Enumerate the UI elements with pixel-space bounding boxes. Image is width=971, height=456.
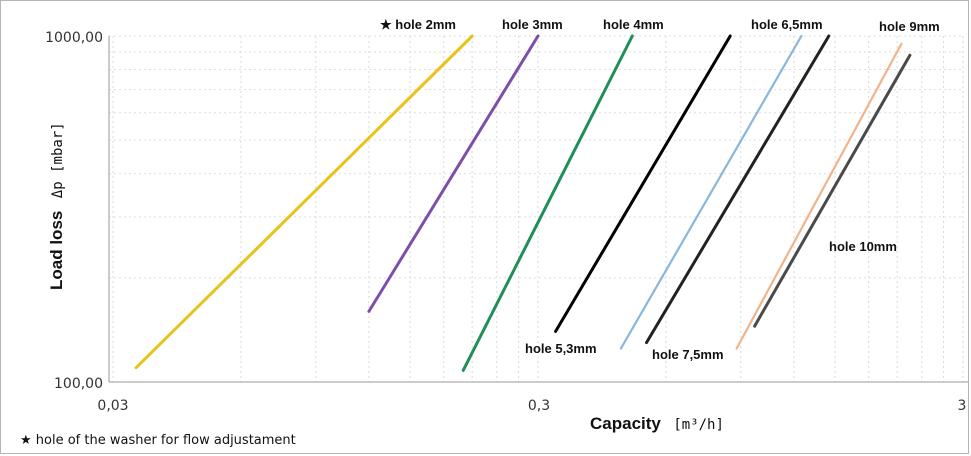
series-label-hole-4mm: hole 4mm [603, 17, 664, 32]
series-label-hole-10mm: hole 10mm [829, 239, 897, 254]
x-axis-title: Capacity [m³/h] [590, 414, 724, 433]
series-label-hole-9mm: hole 9mm [879, 19, 940, 34]
x-axis-unit: [m³/h] [673, 417, 724, 433]
series-label-hole-6-5mm: hole 6,5mm [751, 17, 823, 32]
footnote: ★ hole of the washer for flow adjustamen… [20, 433, 296, 448]
series-label-hole-7-5mm: hole 7,5mm [652, 347, 724, 362]
series-lines [134, 34, 912, 372]
series-line-7 [753, 53, 912, 328]
series-line-2 [461, 34, 634, 372]
series-line-5 [645, 34, 831, 345]
grid [109, 35, 964, 383]
y-axis-label: Load loss [47, 211, 66, 290]
series-line-3 [554, 34, 732, 333]
series-line-6 [735, 42, 903, 350]
series-line-1 [367, 34, 540, 313]
series-label-hole-5-3mm: hole 5,3mm [525, 341, 597, 356]
series-label-hole-2mm: ★ hole 2mm [380, 17, 456, 32]
series-line-0 [134, 34, 474, 370]
x-tick-label-0: 0,03 [97, 398, 128, 414]
y-axis-unit: Δp [mbar] [50, 122, 66, 198]
x-tick-label-1: 0,3 [528, 398, 550, 414]
y-tick-label-max: 1000,00 [45, 30, 103, 46]
y-tick-label-min: 100,00 [54, 376, 103, 392]
x-axis-label: Capacity [590, 414, 661, 433]
series-line-4 [619, 34, 803, 350]
series-label-hole-3mm: hole 3mm [502, 17, 563, 32]
y-axis-title: Load loss Δp [mbar] [47, 122, 66, 290]
x-tick-label-2: 3 [958, 398, 967, 414]
